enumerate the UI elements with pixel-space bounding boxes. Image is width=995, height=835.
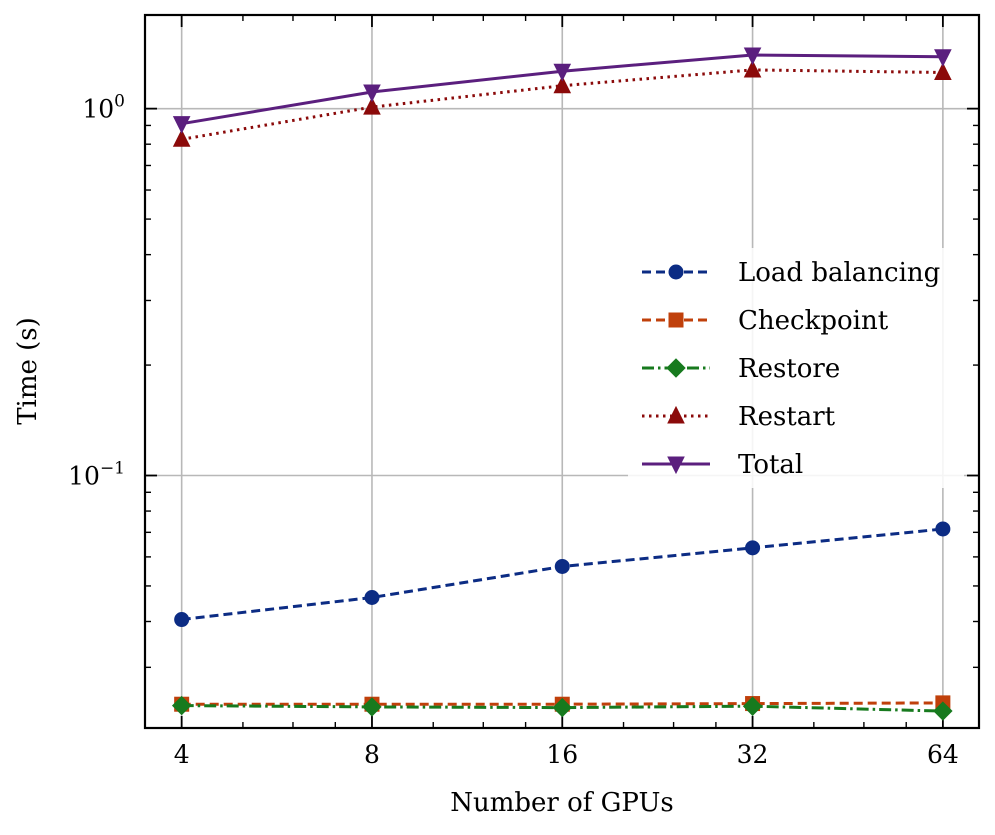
legend-item-load-balancing: Load balancing — [642, 258, 940, 288]
data-point-restart — [172, 129, 191, 147]
legend-marker-load-balancing — [668, 264, 684, 280]
data-point-load-balancing — [364, 590, 380, 606]
series-restore — [171, 695, 953, 721]
series-line-restore — [181, 704, 943, 713]
legend-item-restart: Restart — [642, 402, 836, 432]
x-tick-label: 16 — [546, 740, 578, 769]
data-point-load-balancing — [935, 521, 951, 537]
x-tick-label: 4 — [174, 740, 190, 769]
legend: Load balancing Checkpoint Restore Restart To… — [628, 248, 964, 488]
legend-marker-total — [667, 456, 685, 475]
data-point-total — [553, 63, 572, 82]
x-tick-label: 64 — [927, 740, 959, 769]
plot-frame — [143, 13, 981, 730]
y-tick-label: 100 — [82, 92, 125, 124]
data-point-restore — [552, 697, 572, 718]
series-load-balancing — [174, 521, 951, 628]
data-point-restore — [933, 701, 953, 721]
data-point-restart — [363, 96, 381, 115]
data-point-load-balancing — [174, 612, 190, 628]
data-point-total — [363, 84, 381, 103]
legend-item-checkpoint: Checkpoint — [642, 306, 889, 336]
legend-label-restart: Restart — [738, 402, 836, 432]
legend-marker-checkpoint — [668, 312, 684, 328]
data-point-restart — [553, 75, 572, 94]
y-axis-label: Time (s) — [13, 317, 43, 425]
data-point-restore — [742, 696, 763, 716]
legend-marker-restore — [666, 358, 686, 378]
y-tick-label: 10−1 — [68, 459, 125, 491]
series-restart — [172, 59, 952, 147]
legend-label-checkpoint: Checkpoint — [738, 306, 889, 336]
legend-item-total: Total — [642, 450, 803, 480]
legend-label-load-balancing: Load balancing — [738, 258, 940, 288]
legend-marker-restart — [667, 405, 685, 424]
legend-item-restore: Restore — [642, 354, 840, 384]
legend-label-total: Total — [738, 450, 803, 480]
x-tick-label: 8 — [364, 740, 380, 769]
x-axis-label: Number of GPUs — [450, 788, 673, 818]
legend-label-restore: Restore — [738, 354, 840, 384]
series-total — [172, 47, 952, 134]
series-line-restart — [181, 68, 943, 141]
data-point-restore — [171, 695, 192, 716]
data-point-total — [934, 49, 952, 67]
data-point-restart — [743, 59, 762, 78]
data-point-total — [172, 116, 191, 134]
data-point-load-balancing — [554, 558, 570, 574]
data-point-restart — [934, 62, 952, 80]
series-group — [171, 47, 953, 721]
data-point-restore — [362, 697, 382, 717]
data-point-load-balancing — [745, 540, 761, 556]
data-point-total — [743, 47, 762, 66]
tick-labels: 4 8 16 32 64 100 10−1 — [68, 92, 959, 769]
x-tick-label: 32 — [737, 740, 769, 769]
